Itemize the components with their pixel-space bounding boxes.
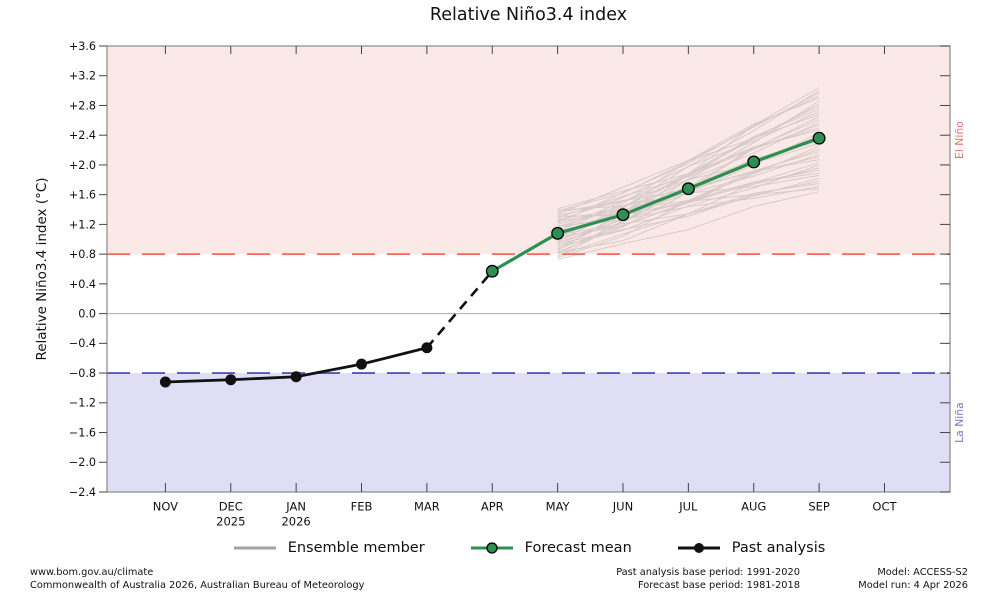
ensemble-member-line: [557, 97, 820, 215]
month-label: OCT: [872, 500, 897, 514]
y-tick-label: +2.0: [69, 159, 96, 172]
page-title: Relative Niño3.4 index: [429, 5, 628, 25]
forecast-line-icon: [470, 542, 513, 554]
footer-model-info: Model: ACCESS-S2 Model run: 4 Apr 2026: [858, 566, 968, 592]
month-label: FEB: [351, 500, 373, 514]
ensemble-member-line: [557, 105, 820, 239]
ensemble-member-line: [557, 188, 820, 217]
y-tick-label: −0.4: [69, 337, 96, 350]
legend-item-forecast: Forecast mean: [469, 540, 632, 556]
ensemble-member-line: [557, 142, 820, 216]
y-tick-label: +3.6: [69, 40, 96, 53]
y-tick-label: +2.4: [69, 129, 96, 142]
ensemble-member-line: [557, 183, 820, 236]
chart-legend: Ensemble member Forecast mean Past analy…: [107, 535, 950, 561]
month-label: MAY: [546, 500, 571, 514]
ensemble-member-line: [557, 162, 820, 257]
ensemble-member-line: [557, 191, 820, 260]
past-analysis-point: [159, 376, 171, 388]
ensemble-member-line: [557, 164, 820, 248]
footer-past-base-period: Past analysis base period: 1991-2020: [616, 567, 800, 578]
month-label: AUG: [741, 500, 766, 514]
month-label: JUL: [678, 500, 698, 514]
y-tick-label: +0.8: [69, 248, 96, 261]
ensemble-member-line: [557, 148, 820, 250]
month-label: JUN: [612, 500, 633, 514]
ensemble-member-line: [557, 180, 820, 245]
ensemble-member-line: [557, 95, 820, 224]
footer-base-periods: Past analysis base period: 1991-2020 For…: [616, 566, 800, 592]
ensemble-member-line: [557, 87, 820, 251]
year-label: 2025: [216, 515, 245, 529]
forecast-mean-point: [747, 155, 761, 169]
y-tick-label: 0.0: [78, 308, 96, 321]
ensemble-member-line: [557, 177, 820, 254]
analysis-to-forecast-dashed-line: [425, 270, 494, 349]
ensemble-member-line: [557, 127, 820, 219]
legend-item-past: Past analysis: [676, 540, 826, 556]
past-analysis-point: [290, 371, 302, 383]
y-tick-label: −1.2: [69, 397, 96, 410]
y-tick-label: −2.4: [69, 486, 96, 499]
y-tick-label: +0.4: [69, 278, 96, 291]
past-analysis-point: [225, 374, 237, 386]
past-line-icon: [677, 543, 720, 553]
legend-forecast-label: Forecast mean: [524, 540, 632, 556]
month-label: APR: [481, 500, 504, 514]
ensemble-member-line: [557, 113, 820, 212]
la-nina-band: [107, 373, 950, 492]
footer-left: www.bom.gov.au/climate Commonwealth of A…: [30, 566, 364, 592]
ensemble-member-line: [557, 100, 820, 258]
ensemble-member-line: [557, 103, 820, 248]
ensemble-member-line: [557, 124, 820, 228]
footer-site-url: www.bom.gov.au/climate: [30, 567, 154, 578]
month-label: MAR: [414, 500, 440, 514]
legend-past-label: Past analysis: [731, 540, 826, 556]
y-tick-label: −2.0: [69, 456, 96, 469]
month-label: DEC: [219, 500, 243, 514]
ensemble-member-line: [557, 129, 820, 210]
ensemble-member-line: [557, 167, 820, 238]
legend-ensemble-label: Ensemble member: [287, 540, 425, 556]
forecast-mean-point: [812, 131, 826, 145]
ensemble-member-line: [557, 145, 820, 259]
la-nina-region-label: La Niña: [953, 402, 966, 443]
ensemble-member-line: [557, 151, 820, 241]
y-tick-label: +2.8: [69, 99, 96, 112]
ensemble-line-icon: [233, 546, 276, 550]
past-analysis-point: [356, 358, 368, 370]
footer-model-run: Model run: 4 Apr 2026: [858, 580, 968, 591]
y-tick-label: −0.8: [69, 367, 96, 380]
y-tick-label: −1.6: [69, 426, 96, 439]
plot-frame: [106, 45, 951, 493]
ensemble-member-line: [557, 108, 820, 231]
ensemble-member-line: [557, 172, 820, 220]
month-label: SEP: [808, 500, 830, 514]
el-nino-region-label: El Niño: [953, 121, 966, 159]
el-nino-band: [107, 46, 950, 255]
year-label: 2026: [281, 515, 310, 529]
forecast-mean-point: [551, 226, 565, 240]
ensemble-member-line: [557, 92, 820, 233]
footer-copyright: Commonwealth of Australia 2026, Australi…: [30, 580, 365, 591]
y-tick-label: +1.6: [69, 189, 96, 202]
footer-forecast-base-period: Forecast base period: 1981-2018: [637, 580, 800, 591]
past-analysis-point: [421, 342, 433, 354]
footer-model: Model: ACCESS-S2: [877, 567, 968, 578]
forecast-mean-point: [485, 264, 499, 278]
y-tick-label: +3.2: [69, 70, 96, 83]
month-label: JAN: [285, 500, 306, 514]
forecast-mean-point: [616, 208, 630, 222]
y-tick-label: +1.2: [69, 218, 96, 231]
ensemble-member-line: [557, 110, 820, 222]
forecast-mean-line: [491, 136, 820, 273]
ensemble-member-line: [557, 90, 820, 242]
legend-item-ensemble: Ensemble member: [232, 540, 425, 556]
forecast-mean-point: [681, 182, 695, 196]
month-label: NOV: [153, 500, 178, 514]
ensemble-member-line: [557, 169, 820, 229]
